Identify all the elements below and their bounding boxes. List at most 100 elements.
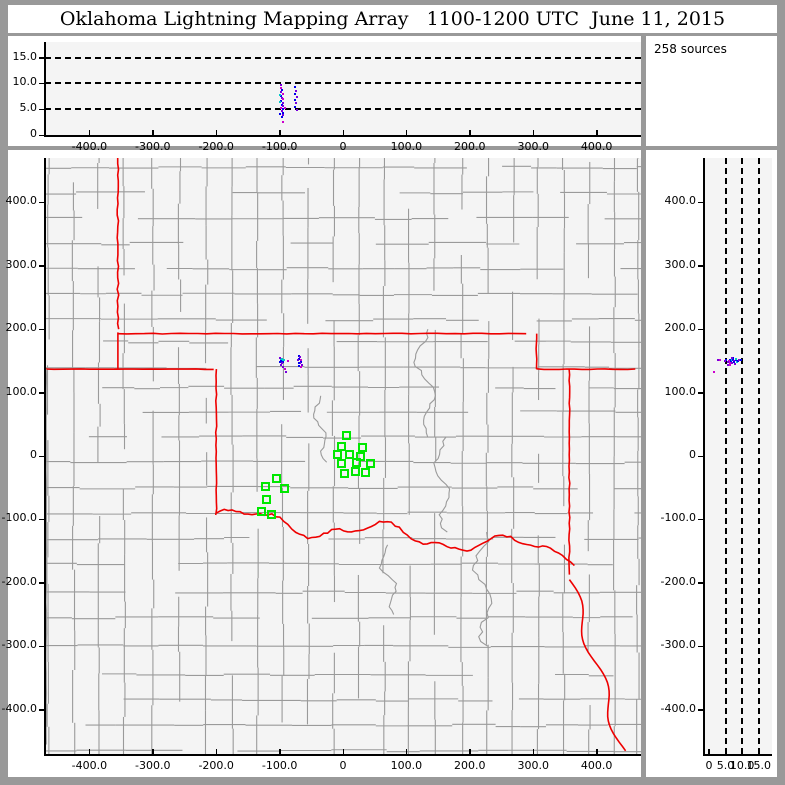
source-point (735, 357, 738, 360)
grid-line-vertical (741, 158, 744, 754)
north-vs-altitude-plot-area[interactable] (704, 158, 772, 754)
source-point (280, 94, 283, 97)
x-tick (405, 130, 408, 137)
y-tick (698, 582, 705, 584)
x-tick-label: 300.0 (517, 759, 549, 772)
source-point (298, 361, 301, 364)
x-tick (596, 749, 598, 756)
x-tick (342, 749, 344, 756)
x-tick (342, 130, 344, 137)
lma-station-marker (337, 459, 347, 469)
y-tick-label: 100.0 (664, 384, 697, 398)
source-point (278, 360, 281, 363)
source-point (294, 105, 297, 108)
y-tick-label: -200.0 (660, 574, 696, 588)
source-point (281, 96, 284, 99)
source-point (295, 89, 298, 92)
river-county-line (471, 532, 493, 647)
x-tick (88, 749, 91, 756)
source-point (283, 368, 286, 371)
north-vs-altitude-panel: -400.0 -300.0 -200.0 -100.0 0 100.0 200.0 300.0… (646, 150, 777, 777)
x-tick-label: -400.0 (71, 140, 108, 153)
y-tick (39, 645, 46, 648)
x-tick (469, 130, 471, 137)
lma-station-marker (339, 468, 349, 478)
source-point (281, 359, 284, 362)
x-tick-label: 15.0 (746, 759, 771, 772)
source-point (295, 102, 298, 105)
source-point (281, 113, 284, 116)
state-border-oklahoma-missouri (535, 333, 538, 370)
x-tick (758, 749, 760, 756)
y-tick (39, 709, 46, 711)
state-border-colorado-kansas (116, 158, 120, 330)
plan-view-map-panel: -400.0 -300.0 -200.0 -100.0 0 100.0 200.0 300.0… (2, 150, 641, 777)
lma-station-marker (280, 484, 290, 494)
y-tick-label: 0 (689, 448, 696, 461)
y-tick-label: -400.0 (1, 701, 37, 715)
source-point (282, 105, 285, 108)
state-border-oklahoma-arkansas (568, 369, 571, 575)
x-tick-label: 200.0 (454, 759, 486, 772)
source-point (299, 358, 302, 361)
source-point (730, 359, 733, 362)
source-point (281, 103, 284, 106)
grid-line-horizontal (45, 56, 641, 59)
source-point (287, 359, 290, 362)
source-point (294, 98, 297, 101)
x-tick-label: 0 (705, 759, 713, 772)
y-tick-label: 15.0 (12, 49, 38, 63)
plan-view-plot-area[interactable] (45, 158, 641, 754)
source-point (279, 84, 282, 87)
source-point (281, 108, 284, 111)
lma-station-marker (361, 467, 371, 477)
y-tick (698, 328, 705, 331)
source-point (282, 120, 285, 123)
y-tick-label: 5.0 (19, 101, 38, 115)
lma-station-marker (333, 450, 343, 460)
x-tick-label: -400.0 (71, 759, 108, 772)
source-point (281, 110, 284, 113)
source-count-panel: 258 sources (646, 36, 777, 146)
source-point (293, 85, 296, 88)
source-point (732, 361, 735, 364)
state-border-missouri-arkansas (536, 368, 636, 371)
source-point (716, 359, 719, 362)
y-tick (698, 645, 705, 648)
grid-line-vertical (724, 158, 727, 754)
y-axis-spine (44, 42, 46, 136)
y-tick-label: 300.0 (664, 257, 697, 271)
y-tick-label: 0 (30, 127, 37, 140)
x-tick (215, 749, 218, 756)
y-tick-label: 100.0 (5, 384, 38, 398)
source-point (296, 359, 299, 362)
lma-station-marker (267, 509, 277, 519)
x-tick-label: 0 (339, 759, 347, 772)
x-tick (596, 130, 598, 137)
lma-station-marker (357, 443, 367, 453)
x-tick-label: 5.0 (716, 759, 735, 772)
x-tick (532, 749, 535, 756)
y-tick (698, 709, 705, 711)
y-tick (39, 82, 46, 85)
x-tick (725, 749, 727, 756)
source-point (282, 365, 285, 368)
lma-station-marker (336, 441, 346, 451)
source-point (713, 370, 716, 373)
x-tick (279, 749, 281, 756)
lma-station-marker (351, 466, 361, 476)
altitude-vs-east-plot-area[interactable] (45, 42, 641, 135)
x-tick-label: 200.0 (454, 140, 486, 153)
y-tick (39, 392, 46, 394)
source-point (279, 357, 282, 360)
y-tick (39, 582, 46, 584)
y-tick (39, 328, 46, 331)
x-tick-label: -100.0 (261, 140, 298, 153)
state-border-oklahoma-texas-panhandle (45, 368, 214, 371)
source-point (282, 111, 285, 114)
source-point (300, 360, 303, 363)
lma-station-marker (257, 507, 267, 517)
source-point (280, 106, 283, 109)
source-point (298, 364, 301, 367)
source-point (727, 363, 730, 366)
